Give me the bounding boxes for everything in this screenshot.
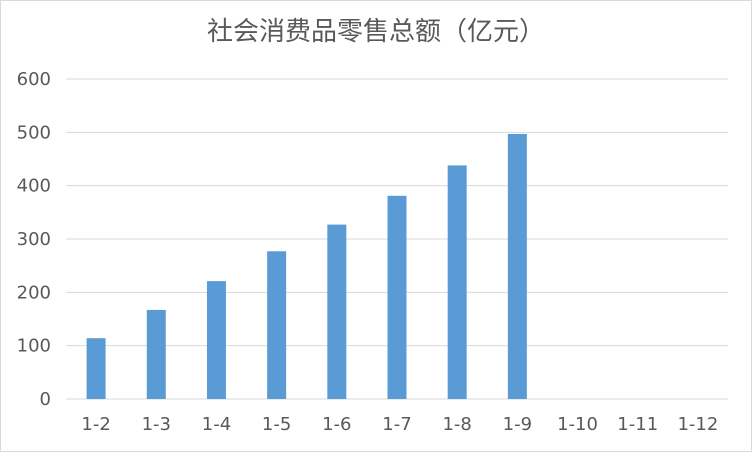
x-tick-label: 1-3 <box>142 414 171 435</box>
chart-title: 社会消费品零售总额（亿元） <box>206 17 545 47</box>
x-tick-label: 1-2 <box>81 414 110 435</box>
x-tick-label: 1-4 <box>202 414 231 435</box>
y-tick-label: 200 <box>17 282 51 303</box>
y-tick-label: 500 <box>17 122 51 143</box>
x-tick-label: 1-11 <box>617 414 658 435</box>
x-tick-label: 1-5 <box>262 414 291 435</box>
y-tick-label: 0 <box>40 389 51 410</box>
x-tick-label: 1-7 <box>382 414 411 435</box>
y-tick-label: 600 <box>17 69 51 90</box>
x-tick-label: 1-6 <box>322 414 351 435</box>
bar-1-6 <box>327 224 347 399</box>
x-tick-label: 1-10 <box>557 414 598 435</box>
bar-1-9 <box>507 133 527 399</box>
x-tick-label: 1-9 <box>503 414 532 435</box>
x-tick-label: 1-8 <box>442 414 471 435</box>
bar-1-4 <box>206 281 226 399</box>
bar-1-3 <box>146 309 166 399</box>
y-tick-label: 300 <box>17 229 51 250</box>
bar-1-7 <box>387 195 407 399</box>
y-tick-label: 400 <box>17 176 51 197</box>
bar-1-2 <box>86 338 106 399</box>
y-tick-label: 100 <box>17 336 51 357</box>
bar-1-8 <box>447 165 467 399</box>
bar-1-5 <box>267 251 287 399</box>
x-tick-label: 1-12 <box>677 414 718 435</box>
